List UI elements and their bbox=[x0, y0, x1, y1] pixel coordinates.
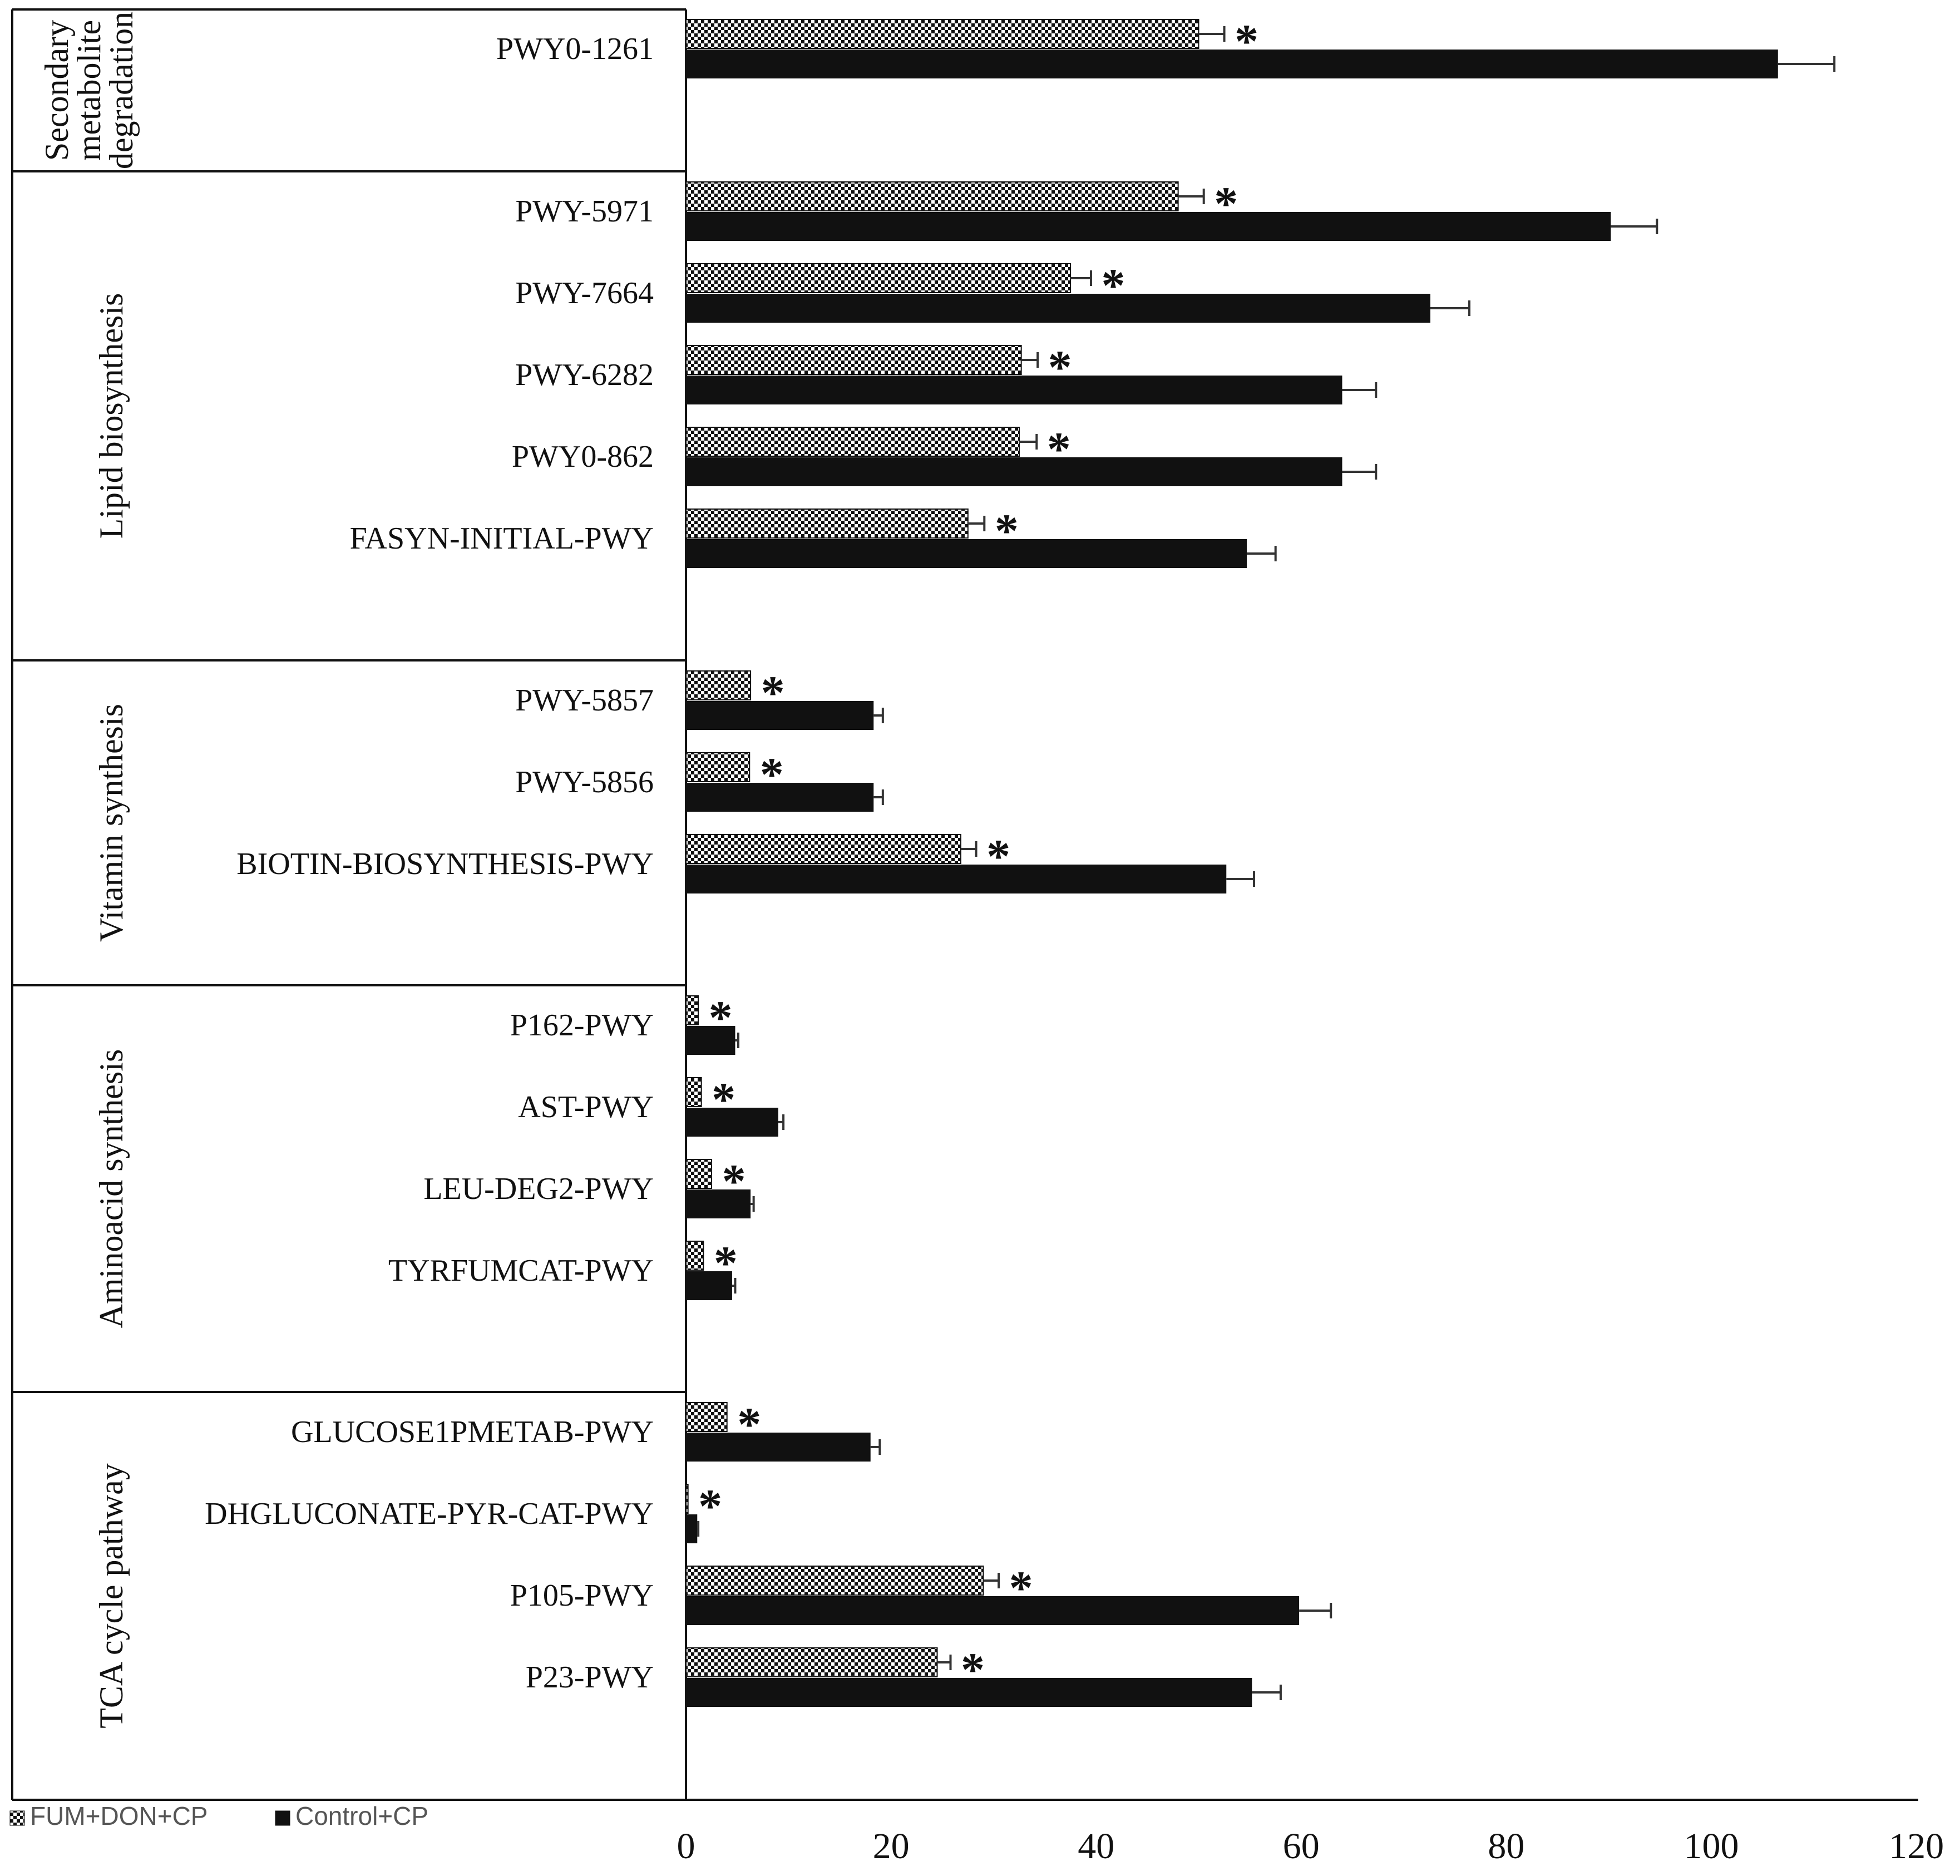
category-label: LEU-DEG2-PWY bbox=[423, 1172, 654, 1206]
bar-control-cp bbox=[686, 1271, 732, 1300]
group-label: TCA cycle pathway bbox=[93, 1463, 130, 1729]
bar-fum-don-cp bbox=[685, 670, 752, 700]
legend-swatch bbox=[275, 1810, 290, 1826]
category-label: PWY-6282 bbox=[515, 358, 654, 392]
category-label: P105-PWY bbox=[510, 1578, 654, 1613]
legend-label: FUM+DON+CP bbox=[30, 1801, 208, 1830]
bar-control-cp bbox=[686, 50, 1778, 78]
category-label: AST-PWY bbox=[518, 1090, 654, 1124]
bar-control-cp bbox=[686, 376, 1342, 404]
bar-control-cp bbox=[686, 701, 874, 730]
group-label-line: Lipid biosynthesis bbox=[93, 293, 130, 539]
bar-control-cp bbox=[686, 539, 1247, 568]
significance-marker: * bbox=[698, 1479, 722, 1533]
category-label: PWY-5856 bbox=[515, 765, 654, 799]
category-label: PWY-5857 bbox=[515, 683, 654, 718]
bar-control-cp bbox=[686, 1108, 778, 1137]
bar-fum-don-cp bbox=[685, 263, 1072, 293]
group-label: Lipid biosynthesis bbox=[93, 293, 130, 539]
group-label-line: degradation bbox=[103, 12, 140, 169]
bar-control-cp bbox=[686, 1596, 1300, 1625]
group-label-line: Vitamin synthesis bbox=[93, 704, 130, 942]
bar-control-cp bbox=[686, 865, 1227, 893]
x-tick-label: 0 bbox=[677, 1826, 695, 1867]
x-tick-label: 60 bbox=[1283, 1826, 1320, 1867]
bar-fum-don-cp bbox=[685, 1484, 689, 1514]
significance-marker: * bbox=[1101, 259, 1125, 312]
category-label: PWY0-1261 bbox=[496, 32, 654, 66]
significance-marker: * bbox=[712, 1073, 735, 1126]
bar-fum-don-cp bbox=[685, 1402, 728, 1432]
significance-marker: * bbox=[995, 504, 1019, 557]
significance-marker: * bbox=[1047, 422, 1071, 476]
bar-fum-don-cp bbox=[685, 19, 1199, 49]
bar-control-cp bbox=[686, 1026, 735, 1055]
bar-fum-don-cp bbox=[685, 1241, 704, 1271]
category-label: DHGLUCONATE-PYR-CAT-PWY bbox=[205, 1497, 654, 1531]
bar-fum-don-cp bbox=[685, 1077, 702, 1107]
bar-fum-don-cp bbox=[685, 752, 751, 782]
bar-fum-don-cp bbox=[685, 509, 969, 539]
significance-marker: * bbox=[1009, 1561, 1033, 1615]
significance-marker: * bbox=[961, 1643, 985, 1696]
category-label: FASYN-INITIAL-PWY bbox=[350, 521, 654, 556]
category-label: P162-PWY bbox=[510, 1008, 654, 1043]
legend-swatch bbox=[9, 1810, 25, 1826]
significance-marker: * bbox=[714, 1236, 738, 1290]
bar-control-cp bbox=[686, 1433, 871, 1462]
x-tick-label: 100 bbox=[1684, 1826, 1739, 1867]
significance-marker: * bbox=[737, 1398, 761, 1451]
significance-marker: * bbox=[709, 991, 733, 1044]
bar-control-cp bbox=[686, 212, 1611, 241]
x-tick-label: 80 bbox=[1488, 1826, 1524, 1867]
group-label-line: Secondary bbox=[38, 20, 75, 161]
bar-fum-don-cp bbox=[685, 427, 1020, 457]
category-label: GLUCOSE1PMETAB-PWY bbox=[291, 1415, 654, 1449]
bar-control-cp bbox=[686, 1678, 1252, 1707]
significance-marker: * bbox=[986, 830, 1010, 883]
x-tick-label: 20 bbox=[873, 1826, 910, 1867]
category-label: PWY-5971 bbox=[515, 194, 654, 229]
group-label-line: Aminoacid synthesis bbox=[93, 1049, 130, 1329]
bar-fum-don-cp bbox=[685, 345, 1022, 375]
category-label: P23-PWY bbox=[526, 1660, 654, 1695]
legend-label: Control+CP bbox=[295, 1801, 428, 1830]
category-label: TYRFUMCAT-PWY bbox=[388, 1253, 654, 1288]
significance-marker: * bbox=[722, 1154, 746, 1208]
bar-fum-don-cp bbox=[685, 995, 699, 1025]
bar-fum-don-cp bbox=[685, 1159, 713, 1189]
bar-fum-don-cp bbox=[685, 834, 961, 864]
bar-control-cp bbox=[686, 457, 1342, 486]
x-tick-label: 40 bbox=[1078, 1826, 1114, 1867]
significance-marker: * bbox=[1214, 177, 1238, 230]
significance-marker: * bbox=[761, 666, 785, 719]
group-label: Vitamin synthesis bbox=[93, 704, 130, 942]
bar-fum-don-cp bbox=[685, 1566, 984, 1596]
bar-fum-don-cp bbox=[685, 1647, 938, 1677]
significance-marker: * bbox=[1235, 14, 1258, 68]
bar-fum-don-cp bbox=[685, 181, 1179, 211]
significance-marker: * bbox=[760, 748, 784, 801]
group-label-line: metabolite bbox=[71, 20, 107, 161]
category-label: PWY-7664 bbox=[515, 276, 654, 310]
category-label: BIOTIN-BIOSYNTHESIS-PWY bbox=[236, 847, 654, 881]
bar-control-cp bbox=[686, 1514, 698, 1543]
category-label: PWY0-862 bbox=[512, 440, 654, 474]
group-label-line: TCA cycle pathway bbox=[93, 1463, 130, 1729]
bar-control-cp bbox=[686, 1189, 751, 1218]
group-label: Secondarymetabolitedegradation bbox=[38, 12, 140, 169]
bar-control-cp bbox=[686, 294, 1431, 323]
significance-marker: * bbox=[1048, 340, 1072, 394]
group-label: Aminoacid synthesis bbox=[93, 1049, 130, 1329]
x-tick-label: 120 bbox=[1889, 1826, 1944, 1867]
bar-control-cp bbox=[686, 783, 874, 812]
